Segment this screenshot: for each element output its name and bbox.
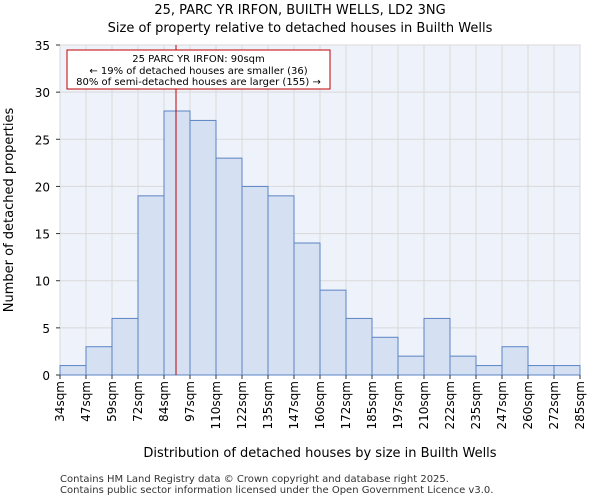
bar xyxy=(267,195,295,376)
x-tick-label: 185sqm xyxy=(365,381,379,429)
marker: 25 PARC YR IRFON: 90sqm← 19% of detached… xyxy=(66,45,331,375)
bar xyxy=(527,365,555,376)
y-ticks: 0 5 10 15 20 25 30 35 xyxy=(35,39,60,383)
bar xyxy=(371,336,399,376)
x-tick-label: 97sqm xyxy=(183,381,197,422)
chart-subtitle: Size of property relative to detached ho… xyxy=(108,21,493,36)
x-tick-label: 47sqm xyxy=(79,381,93,422)
bar xyxy=(111,317,139,376)
x-tick-label: 147sqm xyxy=(287,381,301,429)
x-tick-label: 197sqm xyxy=(391,381,405,429)
annotation-line1: ← 19% of detached houses are smaller (36… xyxy=(89,66,307,77)
y-tick-label: 10 xyxy=(35,275,50,289)
x-tick-label: 235sqm xyxy=(469,381,483,429)
x-tick-label: 72sqm xyxy=(131,381,145,422)
bar xyxy=(397,355,425,376)
x-tick-label: 110sqm xyxy=(209,381,223,429)
y-tick-label: 5 xyxy=(42,322,50,336)
bar xyxy=(189,119,217,376)
annotation-line2: 80% of semi-detached houses are larger (… xyxy=(76,77,321,88)
x-axis-label: Distribution of detached houses by size … xyxy=(143,446,496,461)
x-tick-label: 34sqm xyxy=(53,381,67,422)
x-tick-label: 122sqm xyxy=(235,381,249,429)
x-tick-label: 84sqm xyxy=(157,381,171,422)
annotation-box xyxy=(66,49,331,90)
x-tick-label: 247sqm xyxy=(495,381,509,429)
bar xyxy=(137,195,165,376)
bar xyxy=(553,365,581,376)
bar xyxy=(241,185,269,376)
footer-line-2: Contains public sector information licen… xyxy=(60,485,494,496)
bar xyxy=(59,365,87,376)
chart-title: 25, PARC YR IRFON, BUILTH WELLS, LD2 3NG xyxy=(154,3,445,18)
x-ticks: 34sqm 47sqm 59sqm 72sqm 84sqm 97sqm 110sqm 122s… xyxy=(53,375,587,429)
x-tick-label: 285sqm xyxy=(573,381,587,429)
y-tick-label: 0 xyxy=(42,369,50,383)
y-tick-label: 15 xyxy=(35,228,50,242)
bar xyxy=(163,110,191,376)
bar xyxy=(449,355,477,376)
annotation-label: 25 PARC YR IRFON: 90sqm xyxy=(132,54,265,65)
x-tick-label: 135sqm xyxy=(261,381,275,429)
bar xyxy=(345,317,373,376)
bar xyxy=(475,365,503,376)
x-tick-label: 59sqm xyxy=(105,381,119,422)
y-tick-label: 25 xyxy=(35,133,50,147)
y-axis-label: Number of detached properties xyxy=(2,108,17,313)
bar xyxy=(215,157,243,376)
x-tick-label: 222sqm xyxy=(443,381,457,429)
bar xyxy=(423,317,451,376)
bar xyxy=(501,346,529,376)
x-tick-label: 260sqm xyxy=(521,381,535,429)
y-tick-label: 35 xyxy=(35,39,50,53)
y-tick-label: 20 xyxy=(35,180,50,194)
x-tick-label: 172sqm xyxy=(339,381,353,429)
bar xyxy=(319,289,347,376)
bar xyxy=(293,242,321,376)
bars xyxy=(59,110,581,376)
y-tick-label: 30 xyxy=(35,86,50,100)
x-tick-label: 210sqm xyxy=(417,381,431,429)
bar xyxy=(85,346,113,376)
x-tick-label: 272sqm xyxy=(547,381,561,429)
footer-line-1: Contains HM Land Registry data © Crown c… xyxy=(60,474,449,485)
x-tick-label: 160sqm xyxy=(313,381,327,429)
